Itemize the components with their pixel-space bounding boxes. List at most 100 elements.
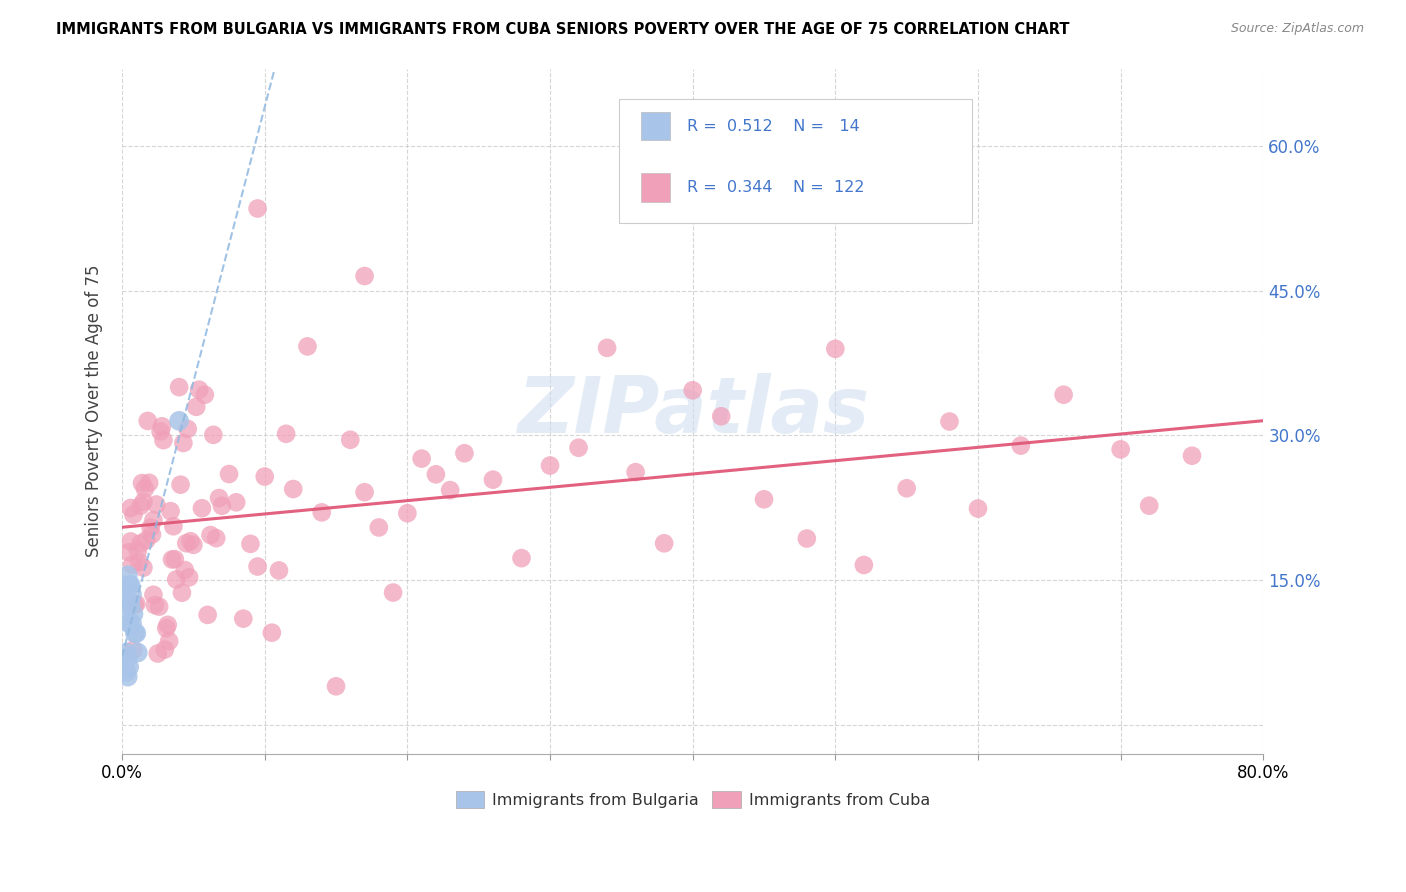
Point [117, 670, 139, 684]
Point [120, 500, 142, 515]
Point [253, 469, 276, 483]
Point [174, 536, 197, 550]
Point [1181, 449, 1204, 463]
Point [246, 202, 269, 216]
Point [191, 501, 214, 516]
Point [132, 495, 155, 509]
Text: ZIPatlas: ZIPatlas [516, 373, 869, 450]
Point [169, 477, 191, 491]
Point [138, 475, 160, 490]
Point [145, 498, 167, 512]
Point [297, 339, 319, 353]
Point [114, 655, 136, 669]
Point [114, 602, 136, 616]
Point [1109, 442, 1132, 457]
Point [141, 527, 163, 541]
Point [367, 520, 389, 534]
Point [538, 458, 561, 473]
Point [136, 414, 159, 428]
Point [274, 426, 297, 441]
Point [124, 598, 146, 612]
Point [170, 585, 193, 599]
Point [122, 642, 145, 657]
Point [353, 485, 375, 500]
Point [510, 551, 533, 566]
Point [132, 560, 155, 574]
Point [439, 483, 461, 497]
Point [148, 599, 170, 614]
Point [142, 588, 165, 602]
Point [652, 536, 675, 550]
Point [117, 650, 139, 665]
Point [152, 433, 174, 447]
Point [162, 519, 184, 533]
Point [160, 552, 183, 566]
Point [1137, 499, 1160, 513]
Point [120, 597, 142, 611]
Point [411, 451, 433, 466]
Point [121, 616, 143, 631]
Point [396, 506, 419, 520]
Point [157, 634, 180, 648]
Point [115, 665, 138, 679]
Y-axis label: Seniors Poverty Over the Age of 75: Seniors Poverty Over the Age of 75 [86, 265, 103, 558]
Point [118, 545, 141, 559]
Text: IMMIGRANTS FROM BULGARIA VS IMMIGRANTS FROM CUBA SENIORS POVERTY OVER THE AGE OF: IMMIGRANTS FROM BULGARIA VS IMMIGRANTS F… [56, 22, 1070, 37]
Point [267, 564, 290, 578]
Point [218, 467, 240, 481]
Point [125, 626, 148, 640]
Point [188, 383, 211, 397]
Point [211, 499, 233, 513]
Point [153, 642, 176, 657]
Point [155, 621, 177, 635]
Point [225, 495, 247, 509]
Point [118, 616, 141, 631]
Point [128, 555, 150, 569]
Point [120, 578, 142, 592]
Point [135, 533, 157, 548]
Point [1010, 439, 1032, 453]
Point [134, 482, 156, 496]
Point [180, 534, 202, 549]
Point [624, 465, 647, 479]
Point [115, 646, 138, 660]
Point [682, 384, 704, 398]
FancyBboxPatch shape [619, 99, 973, 223]
Point [896, 481, 918, 495]
Point [159, 504, 181, 518]
Point [121, 588, 143, 602]
Point [967, 501, 990, 516]
Point [186, 400, 208, 414]
Point [129, 536, 152, 550]
FancyBboxPatch shape [641, 173, 669, 202]
Point [127, 543, 149, 558]
Point [129, 499, 152, 513]
Point [194, 388, 217, 402]
Point [143, 598, 166, 612]
Point [156, 617, 179, 632]
Point [118, 578, 141, 592]
Point [938, 415, 960, 429]
Point [260, 625, 283, 640]
Text: R =  0.344    N =  122: R = 0.344 N = 122 [688, 180, 865, 195]
Point [202, 427, 225, 442]
Point [117, 568, 139, 582]
Point [425, 467, 447, 482]
Point [205, 531, 228, 545]
Point [197, 607, 219, 622]
Point [120, 534, 142, 549]
Point [596, 341, 619, 355]
Point [752, 492, 775, 507]
Point [165, 573, 187, 587]
Point [311, 505, 333, 519]
Legend: Immigrants from Bulgaria, Immigrants from Cuba: Immigrants from Bulgaria, Immigrants fro… [449, 785, 936, 814]
Point [142, 513, 165, 527]
Point [127, 646, 149, 660]
Point [124, 626, 146, 640]
Point [173, 563, 195, 577]
Point [122, 508, 145, 522]
Point [118, 660, 141, 674]
Point [208, 491, 231, 505]
Point [796, 532, 818, 546]
Point [167, 380, 190, 394]
